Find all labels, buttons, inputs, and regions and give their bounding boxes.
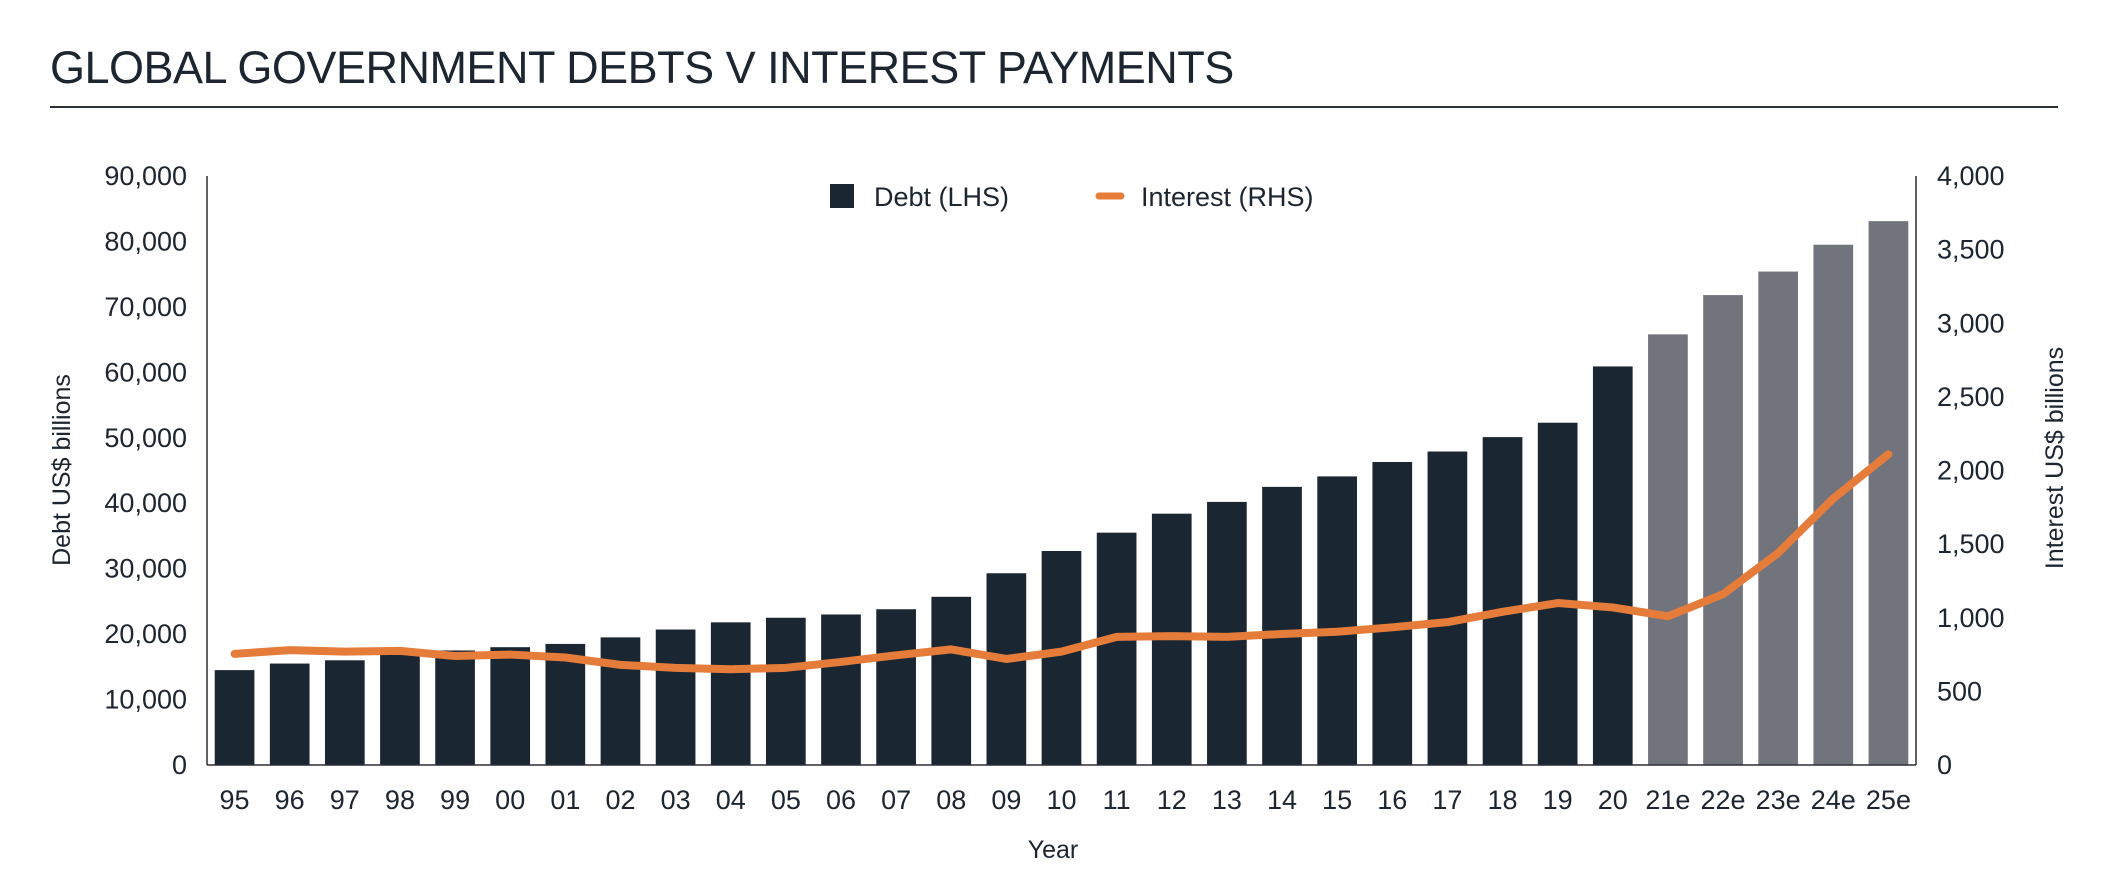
right-tick-label: 500 (1937, 676, 1982, 706)
debt-bar-97 (324, 660, 365, 765)
debt-bar-25e (1868, 221, 1909, 765)
right-tick-label: 4,000 (1937, 161, 2005, 191)
x-tick-label: 14 (1267, 785, 1297, 815)
right-tick-label: 0 (1937, 750, 1952, 780)
x-tick-label: 10 (1046, 785, 1076, 815)
debt-bar-08 (931, 596, 972, 765)
x-tick-label: 99 (440, 785, 470, 815)
right-tick-label: 2,000 (1937, 456, 2005, 486)
debt-bar-10 (1041, 551, 1082, 765)
debt-bar-99 (435, 650, 475, 765)
x-tick-label: 18 (1488, 785, 1518, 815)
x-tick-label: 11 (1103, 785, 1131, 815)
x-tick-label: 03 (661, 785, 691, 815)
debt-bar-20 (1592, 366, 1633, 765)
debt-bar-95 (214, 670, 255, 765)
debt-bar-01 (545, 643, 586, 765)
interest-line-layer (230, 450, 1893, 674)
left-tick-label: 80,000 (104, 226, 187, 256)
x-tick-label: 00 (495, 785, 525, 815)
debt-bar-21e (1648, 334, 1688, 765)
left-tick-label: 10,000 (104, 685, 187, 715)
debt-bars (214, 221, 1909, 766)
left-tick-label: 40,000 (104, 488, 187, 518)
debt-bar-18 (1482, 437, 1523, 765)
x-tick-label: 19 (1543, 785, 1573, 815)
debt-bar-24e (1813, 244, 1854, 766)
x-tick-label: 17 (1432, 785, 1462, 815)
x-tick-label: 23e (1756, 785, 1801, 815)
x-tick-label: 21e (1645, 785, 1690, 815)
debt-bar-19 (1537, 422, 1578, 765)
debt-bar-14 (1262, 486, 1302, 765)
title-divider (50, 106, 2058, 108)
debt-bar-09 (986, 573, 1027, 765)
x-tick-label: 04 (716, 785, 746, 815)
x-tick-label: 24e (1811, 785, 1856, 815)
left-tick-label: 20,000 (104, 619, 187, 649)
x-tick-label: 09 (991, 785, 1021, 815)
x-tick-label: 01 (550, 785, 580, 815)
x-axis-ticks: 95 96 97 98 99 00 01 02 03 04 05 06 07 08 09 10 11 12 13 14… (220, 785, 1911, 815)
right-tick-label: 3,000 (1937, 308, 2005, 338)
debt-bar-98 (380, 653, 420, 765)
debt-bar-17 (1427, 451, 1468, 765)
x-tick-label: 98 (385, 785, 415, 815)
left-tick-label: 30,000 (104, 554, 187, 584)
x-tick-label: 15 (1322, 785, 1352, 815)
legend-debt-label: Debt (LHS) (874, 182, 1009, 212)
left-tick-label: 70,000 (104, 292, 187, 322)
right-tick-label: 1,000 (1937, 603, 2005, 633)
x-tick-label: 16 (1377, 785, 1407, 815)
debt-bar-07 (876, 609, 916, 765)
right-axis-title: Interest US$ billions (2041, 347, 2069, 569)
x-tick-label: 96 (275, 785, 305, 815)
debt-bar-15 (1317, 476, 1357, 765)
debt-bar-06 (821, 614, 861, 765)
x-tick-label: 05 (771, 785, 801, 815)
right-tick-label: 2,500 (1937, 382, 2005, 412)
chart-title: GLOBAL GOVERNMENT DEBTS V INTEREST PAYME… (50, 42, 1234, 93)
x-tick-label: 25e (1866, 785, 1911, 815)
chart-axes (206, 176, 1917, 766)
x-axis-title: Year (1028, 836, 1079, 864)
chart-legend: Debt (LHS) Interest (RHS) (830, 182, 1314, 212)
x-tick-label: 07 (881, 785, 911, 815)
debt-bar-96 (269, 663, 310, 765)
debt-bar-03 (655, 629, 696, 765)
left-tick-label: 50,000 (104, 423, 187, 453)
debt-bar-02 (600, 637, 641, 765)
right-tick-label: 1,500 (1937, 529, 2005, 559)
debt-bar-23e (1758, 271, 1799, 765)
left-axis-ticks: 0 10,000 20,000 30,000 40,000 50,000 60,000 70,… (104, 161, 187, 780)
debt-bar-22e (1703, 295, 1743, 765)
legend-interest-label: Interest (RHS) (1141, 182, 1314, 212)
x-tick-label: 06 (826, 785, 856, 815)
x-tick-label: 22e (1701, 785, 1746, 815)
debt-bar-04 (710, 622, 751, 765)
x-tick-label: 13 (1212, 785, 1242, 815)
debt-bar-05 (766, 617, 806, 765)
x-tick-label: 12 (1157, 785, 1187, 815)
x-tick-label: 20 (1598, 785, 1628, 815)
x-tick-label: 97 (330, 785, 360, 815)
left-axis-title: Debt US$ billions (48, 374, 76, 566)
x-tick-label: 08 (936, 785, 966, 815)
debt-bar-16 (1372, 461, 1413, 765)
x-tick-label: 02 (605, 785, 635, 815)
right-axis-ticks: 0 500 1,000 1,500 2,000 2,500 3,000 3,500 4,000 (1937, 161, 2005, 780)
left-tick-label: 60,000 (104, 357, 187, 387)
left-tick-label: 0 (172, 750, 187, 780)
x-tick-label: 95 (220, 785, 250, 815)
left-tick-label: 90,000 (104, 161, 187, 191)
debt-bar-11 (1096, 532, 1137, 765)
legend-debt-swatch (830, 184, 854, 208)
right-tick-label: 3,500 (1937, 235, 2005, 265)
debt-bar-00 (490, 647, 531, 765)
